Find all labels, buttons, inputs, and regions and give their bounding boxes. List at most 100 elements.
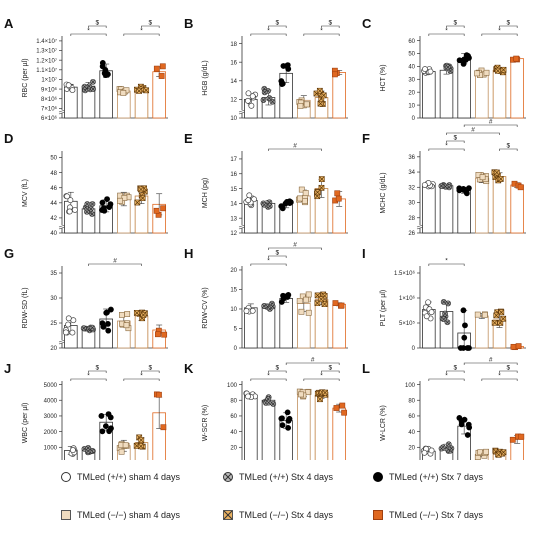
marker-cross (267, 96, 272, 101)
y-tick-label: 10 (408, 103, 415, 109)
marker-cross (318, 296, 325, 302)
data-point (89, 324, 96, 331)
data-point (500, 315, 507, 322)
data-point (302, 190, 309, 196)
axis-break-gap (59, 225, 65, 228)
data-point (104, 196, 110, 202)
data-point (84, 201, 91, 207)
data-point (261, 201, 268, 208)
data-point (498, 309, 505, 316)
marker-cross (491, 319, 498, 326)
data-point (299, 293, 306, 300)
significance-label: * (445, 258, 448, 265)
data-point (481, 311, 488, 318)
data-point (136, 88, 142, 94)
data-point (278, 415, 285, 422)
marker-cross (84, 209, 89, 214)
significance-bracket (88, 25, 107, 28)
y-tick-label: 1.1×10⁷ (36, 67, 57, 74)
data-point (65, 82, 72, 89)
significance-label: $ (329, 365, 333, 372)
y-tick-label: 20 (408, 90, 415, 96)
y-axis-label: RDW-CV (%) (202, 287, 209, 328)
data-point (87, 206, 94, 212)
y-tick-label: 44 (50, 201, 57, 207)
data-point (314, 189, 321, 196)
data-point (445, 441, 452, 448)
panel-g: G RDW-SD (fL) 20 25 30 35 # (4, 246, 168, 352)
y-tick-label: 13 (230, 216, 237, 222)
significance-bracket (446, 370, 465, 373)
significance-bracket (250, 263, 287, 266)
data-point (314, 300, 321, 307)
marker-cross (441, 299, 446, 304)
data-point (335, 195, 342, 202)
data-point (297, 102, 304, 109)
data-point (107, 414, 114, 421)
data-point (474, 70, 481, 77)
data-point (284, 409, 291, 416)
significance-label: # (311, 357, 315, 364)
significance-bracket (481, 378, 518, 381)
marker-cross (87, 84, 92, 89)
significance-bracket (250, 33, 287, 36)
y-tick-label: 60 (408, 39, 415, 45)
data-point (269, 98, 276, 105)
panel-k: KW-SCR (%)020406080100**$$# (184, 357, 348, 460)
legend-label: TMLed (+/+) Stx 7 days (389, 472, 484, 482)
data-point (99, 428, 106, 435)
marker-cross (493, 312, 500, 319)
data-point (143, 87, 150, 94)
data-point (119, 312, 125, 318)
y-axis-label: HCT (%) (380, 64, 387, 91)
y-tick-label: 48 (50, 171, 57, 177)
marker-cross (262, 90, 267, 95)
y-tick-label: 60 (230, 414, 237, 420)
panel-letter: C (362, 16, 372, 31)
marker-cross (317, 396, 323, 402)
y-tick-label: 0 (412, 346, 416, 352)
bar (261, 306, 276, 349)
significance-label: * (267, 258, 270, 265)
y-tick-label: 34 (408, 170, 415, 176)
y-tick-label: 8×10⁶ (41, 96, 58, 103)
significance-bracket (268, 255, 287, 258)
data-point (249, 307, 256, 314)
beige-square-icon (61, 510, 71, 520)
y-tick-label: 35 (50, 271, 57, 277)
marker-cross (500, 67, 507, 73)
significance-label: * (498, 28, 501, 35)
marker-cross (439, 183, 444, 188)
open-circle-icon (61, 472, 71, 482)
data-point (438, 183, 445, 189)
axis-break-mark (58, 341, 66, 345)
data-point (517, 184, 524, 191)
significance-label: * (320, 28, 323, 35)
data-point (334, 190, 341, 197)
bar (279, 298, 293, 349)
bar (457, 189, 471, 234)
data-point (106, 428, 113, 435)
y-tick-label: 14 (230, 202, 237, 208)
significance-label: $ (454, 365, 458, 372)
data-point (64, 193, 70, 200)
y-tick-label: 50 (50, 156, 57, 162)
legend-item-stx4-ko: TMLed (−/−) Stx 4 days (222, 509, 333, 521)
significance-label: $ (507, 143, 511, 150)
data-point (438, 445, 445, 452)
figure-panels: A RBC (per µl) 6×10⁶ 7×10⁶ 8×10⁶ 9×10⁶ 1×10⁷ 1.… (4, 16, 526, 460)
y-tick-label: 30 (408, 201, 415, 207)
significance-label: $ (454, 20, 458, 27)
marker-cross (441, 317, 446, 322)
marker-cross (443, 184, 448, 189)
marker-cross (90, 79, 95, 84)
data-point (246, 192, 253, 199)
y-tick-label: 5 (234, 327, 238, 333)
marker-cross (81, 326, 86, 331)
bar (314, 395, 329, 460)
data-point (139, 195, 146, 202)
marker-cross (498, 309, 505, 316)
data-point (153, 65, 160, 72)
data-point (107, 201, 114, 208)
